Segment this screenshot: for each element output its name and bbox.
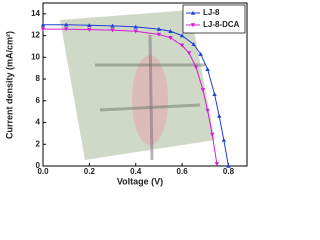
plot-frame — [42, 2, 248, 167]
data-point — [133, 29, 138, 34]
series-line — [43, 28, 218, 164]
data-point — [210, 132, 215, 137]
y-tick-label: 0 — [36, 161, 41, 170]
y-tick-label: 14 — [31, 9, 40, 18]
x-tick-label: 0.4 — [130, 167, 142, 176]
data-point — [156, 26, 162, 31]
data-point — [186, 51, 192, 56]
data-point — [200, 88, 206, 93]
x-tick-label: 0.0 — [37, 167, 49, 176]
data-point — [63, 22, 69, 27]
legend-label: LJ-8-DCA — [203, 20, 240, 29]
data-point — [191, 42, 196, 47]
data-point — [133, 24, 138, 29]
data-point — [205, 108, 210, 113]
legend-box — [182, 4, 246, 34]
data-point — [179, 33, 185, 38]
data-point — [212, 92, 217, 97]
data-point — [40, 27, 46, 32]
data-point — [168, 36, 173, 40]
y-tick-label: 6 — [36, 96, 41, 105]
legend-marker — [190, 10, 196, 15]
chart: Voltage (V) Current density (mA/cm²) 0.0… — [4, 2, 248, 186]
legend-label: LJ-8 — [203, 8, 220, 17]
data-point — [87, 27, 92, 32]
y-tick-label: 12 — [31, 31, 40, 40]
y-tick-label: 8 — [36, 74, 41, 83]
data-point — [110, 23, 115, 28]
data-point — [193, 65, 199, 70]
data-point — [156, 32, 162, 37]
data-point — [198, 51, 203, 56]
data-point — [63, 27, 69, 32]
molecule-arm — [148, 34, 154, 161]
y-axis-label: Current density (mA/cm²) — [4, 31, 14, 139]
data-point — [214, 162, 220, 167]
data-point — [168, 29, 173, 34]
data-point — [179, 43, 185, 48]
x-tick-label: 0.2 — [84, 167, 96, 176]
data-point — [216, 113, 222, 118]
data-point — [226, 163, 231, 168]
legend-marker — [190, 23, 196, 28]
x-tick-label: 0.6 — [177, 167, 189, 176]
x-axis-label: Voltage (V) — [117, 176, 163, 186]
data-point — [40, 22, 46, 27]
data-point — [205, 67, 210, 72]
data-point — [221, 137, 227, 142]
y-tick-label: 2 — [36, 139, 41, 148]
y-tick-label: 10 — [31, 52, 40, 61]
data-point — [87, 23, 92, 28]
data-point — [110, 28, 115, 33]
y-tick-label: 4 — [36, 118, 41, 127]
x-tick-label: 0.8 — [223, 167, 235, 176]
